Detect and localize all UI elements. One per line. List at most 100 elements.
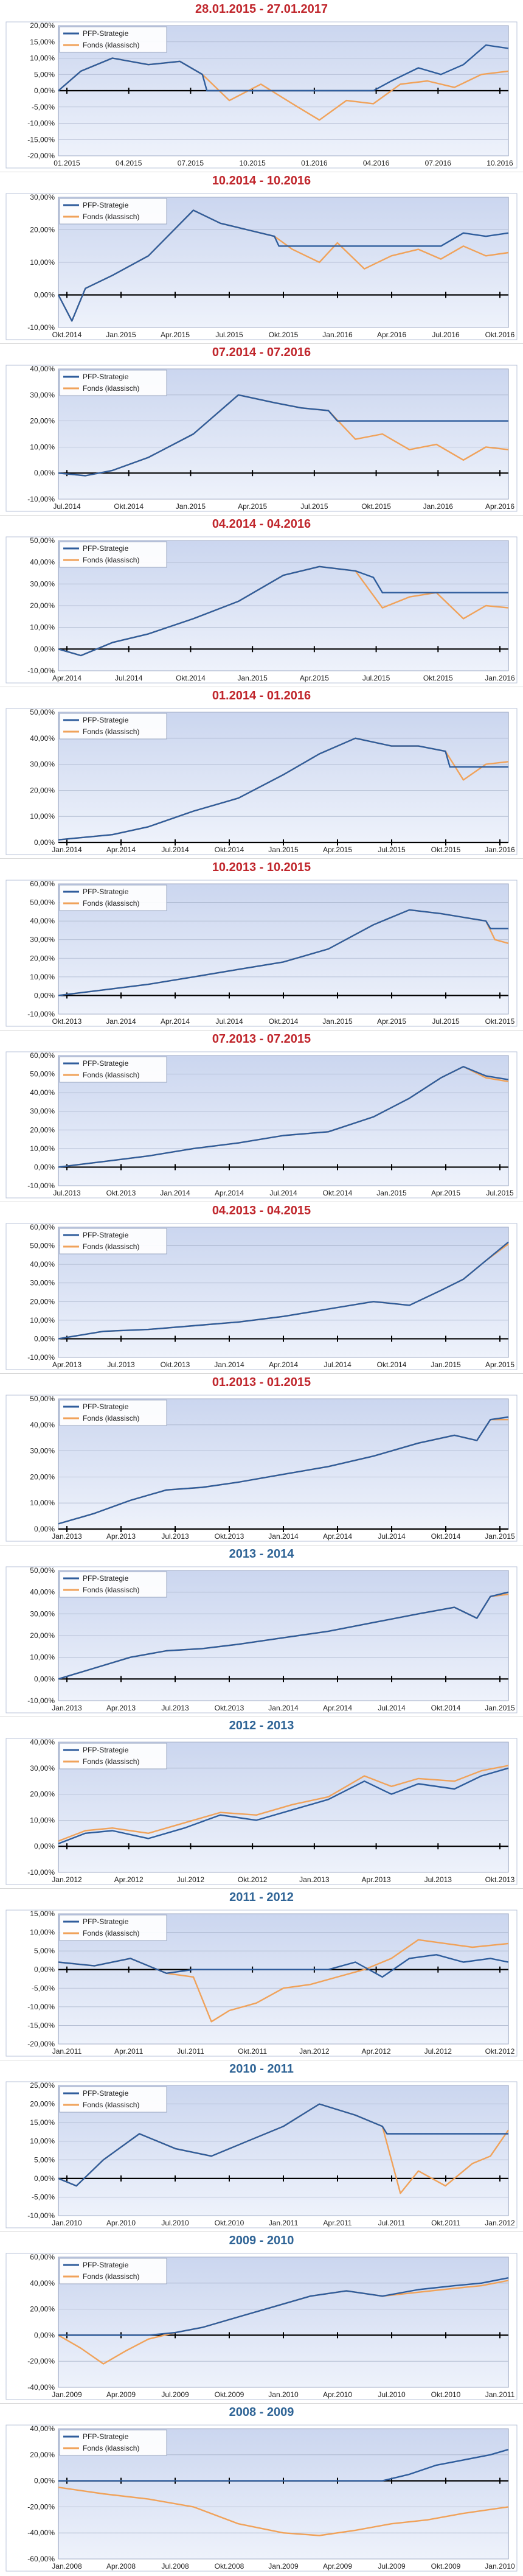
y-tick-label: -10,00% (27, 1868, 55, 1877)
x-tick-label: Okt.2014 (52, 331, 82, 339)
panel-divider (0, 858, 523, 859)
y-tick-label: -60,00% (27, 2555, 55, 2563)
line-chart: 50,00%40,00%30,00%20,00%10,00%0,00%Jan.2… (5, 708, 518, 855)
x-tick-label: Jul.2016 (432, 331, 460, 339)
x-tick-label: Jul.2008 (161, 2562, 189, 2571)
chart-title: 04.2013 - 04.2015 (212, 1204, 311, 1217)
x-tick-label: Jul.2015 (362, 674, 390, 682)
x-tick-label: Jan.2010 (268, 2390, 299, 2399)
y-tick-label: -10,00% (27, 323, 55, 332)
legend-label: Fonds (klassisch) (83, 2272, 139, 2281)
chart-panel: 07.2013 - 07.2015 60,00% 50,00% 40,00% 30,00… (0, 1030, 523, 1202)
panel-divider (0, 1030, 523, 1031)
legend: PFP-Strategie Fonds (klassisch) (59, 1571, 167, 1598)
series-line-strategy (58, 1954, 509, 1978)
y-tick-label: 0,00% (34, 1525, 55, 1533)
y-tick-label: 30,00% (30, 1279, 55, 1287)
x-tick-label: Jan.2014 (106, 1017, 136, 1026)
x-tick-label: Apr.2008 (106, 2562, 136, 2571)
x-tick-label: Okt.2015 (269, 331, 299, 339)
x-tick-label: Jul.2015 (486, 1189, 514, 1197)
y-tick-label: -10,00% (27, 2003, 55, 2011)
legend-box (59, 1571, 167, 1598)
x-tick-label: Okt.2014 (431, 1532, 461, 1541)
chart-panel: 2011 - 2012 15,00% 10,00% 5,00% 0,00% -5,00% -… (0, 1888, 523, 2060)
y-tick-label: 40,00% (30, 2424, 55, 2433)
y-tick-label: 40,00% (30, 365, 55, 373)
legend-box (59, 198, 167, 225)
legend-box (59, 1914, 167, 1941)
chart-frame (5, 193, 518, 340)
panel-divider (0, 1888, 523, 1889)
x-tick-label: Jan.2016 (485, 674, 515, 682)
series-line-fund (58, 2487, 509, 2536)
x-tick-label: Apr.2015 (323, 845, 352, 854)
legend: PFP-Strategie Fonds (klassisch) (59, 1399, 167, 1426)
x-tick-label: Jan.2015 (176, 502, 206, 511)
x-tick-label: Jul.2010 (161, 2219, 189, 2227)
x-tick-label: Jul.2009 (161, 2390, 189, 2399)
x-tick-label: Apr.2014 (106, 845, 136, 854)
series-line-strategy (58, 394, 508, 477)
x-tick-label: 10.2016 (487, 159, 513, 167)
x-tick-label: Jul.2013 (53, 1189, 81, 1197)
chart-panel: 2010 - 2011 25,00% 20,00% 15,00% 10,00% 5,00%… (0, 2060, 523, 2231)
series-line-strategy (58, 1767, 509, 1845)
panel-divider (0, 2403, 523, 2404)
x-tick-label: 01.2015 (54, 159, 80, 167)
series-line-strategy (58, 44, 509, 92)
x-tick-label: Apr.2012 (114, 1875, 144, 1884)
y-tick-label: -20,00% (27, 2502, 55, 2511)
x-tick-label: Okt.2013 (161, 1360, 190, 1369)
y-tick-label: 20,00% (30, 954, 55, 962)
y-tick-label: 40,00% (30, 734, 55, 743)
chart-panel: 2012 - 2013 40,00% 30,00% 20,00% 10,00% 0,00%… (0, 1717, 523, 1888)
y-tick-label: 0,00% (34, 1334, 55, 1343)
y-tick-label: 50,00% (30, 536, 55, 545)
legend: PFP-Strategie Fonds (klassisch) (59, 1914, 167, 1941)
y-tick-label: 0,00% (34, 2331, 55, 2339)
x-tick-label: Jul.2012 (424, 2047, 452, 2056)
legend-label: PFP-Strategie (83, 1231, 129, 1239)
y-tick-label: 60,00% (30, 880, 55, 888)
chart-title: 07.2014 - 07.2016 (212, 346, 311, 359)
x-tick-label: Apr.2015 (300, 674, 329, 682)
x-tick-label: Apr.2009 (106, 2390, 136, 2399)
y-tick-label: 25,00% (30, 2081, 55, 2090)
x-tick-label: Okt.2013 (106, 1189, 136, 1197)
y-tick-label: 50,00% (30, 708, 55, 716)
y-tick-label: 20,00% (30, 417, 55, 425)
x-tick-label: Jul.2015 (378, 845, 406, 854)
chart-title: 01.2013 - 01.2015 (212, 1376, 311, 1389)
x-tick-label: Jan.2013 (299, 1875, 330, 1884)
legend-box (59, 884, 167, 911)
legend: PFP-Strategie Fonds (klassisch) (59, 198, 167, 225)
x-tick-label: Okt.2013 (52, 1017, 82, 1026)
chart-title: 2013 - 2014 (229, 1547, 294, 1561)
y-tick-label: 50,00% (30, 1070, 55, 1079)
y-tick-label: 20,00% (30, 601, 55, 610)
chart-frame (5, 1051, 518, 1199)
legend-label: Fonds (klassisch) (83, 2101, 139, 2109)
y-tick-label: -40,00% (27, 2383, 55, 2392)
series-line-strategy (58, 1416, 509, 1525)
x-tick-label: Jul.2014 (378, 1704, 406, 1712)
chart-frame (5, 1223, 518, 1370)
y-tick-label: 30,00% (30, 1764, 55, 1773)
x-tick-label: Jan.2012 (299, 2047, 330, 2056)
x-tick-label: Jul.2014 (161, 845, 189, 854)
legend-box (59, 541, 167, 568)
x-tick-label: 07.2015 (178, 159, 204, 167)
x-tick-label: Jan.2011 (52, 2047, 82, 2056)
x-tick-label: Okt.2010 (431, 2390, 461, 2399)
x-tick-label: Jul.2010 (378, 2390, 406, 2399)
y-tick-label: 30,00% (30, 936, 55, 944)
legend-label: Fonds (klassisch) (83, 1242, 139, 1251)
legend-label: Fonds (klassisch) (83, 384, 139, 393)
line-chart: 40,00%20,00%0,00%-20,00%-40,00%-60,00%Ja… (5, 2424, 518, 2572)
y-tick-label: 10,00% (30, 2137, 55, 2146)
chart-title: 07.2013 - 07.2015 (212, 1032, 311, 1046)
x-tick-label: Apr.2015 (485, 1360, 514, 1369)
chart-title: 2008 - 2009 (229, 2406, 294, 2419)
y-tick-label: 10,00% (30, 258, 55, 267)
